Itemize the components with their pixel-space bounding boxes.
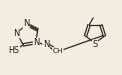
- Text: N: N: [33, 38, 40, 47]
- Text: CH: CH: [53, 48, 63, 54]
- Text: HS: HS: [9, 46, 20, 55]
- Text: N: N: [23, 19, 29, 28]
- Text: S: S: [92, 40, 98, 49]
- Text: N: N: [13, 29, 20, 38]
- Text: N: N: [43, 40, 49, 49]
